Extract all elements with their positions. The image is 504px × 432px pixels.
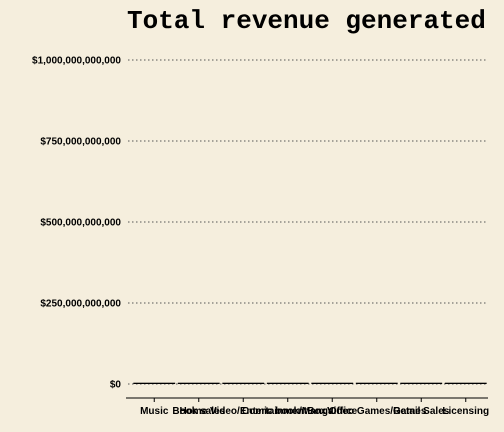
bar: [311, 383, 353, 384]
bar: [133, 383, 175, 384]
bar: [356, 383, 398, 384]
y-tick-label: $750,000,000,000: [40, 137, 121, 148]
bar: [222, 383, 264, 384]
bar: [445, 383, 487, 384]
bars: [133, 383, 486, 384]
bar: [400, 383, 442, 384]
x-tick-label: Licensing: [442, 406, 489, 417]
bar: [267, 383, 309, 384]
x-tick-label: Music: [140, 406, 169, 417]
y-tick-label: $1,000,000,000,000: [32, 56, 121, 67]
y-axis-ticks: $0 $250,000,000,000 $500,000,000,000 $750,0…: [32, 56, 121, 391]
bar: [178, 383, 220, 384]
y-tick-label: $250,000,000,000: [40, 299, 121, 310]
x-tick-label: Retail Sales: [393, 406, 450, 417]
grid-layer: [128, 60, 488, 384]
y-tick-label: $500,000,000,000: [40, 218, 121, 229]
y-tick-label: $0: [110, 380, 122, 391]
